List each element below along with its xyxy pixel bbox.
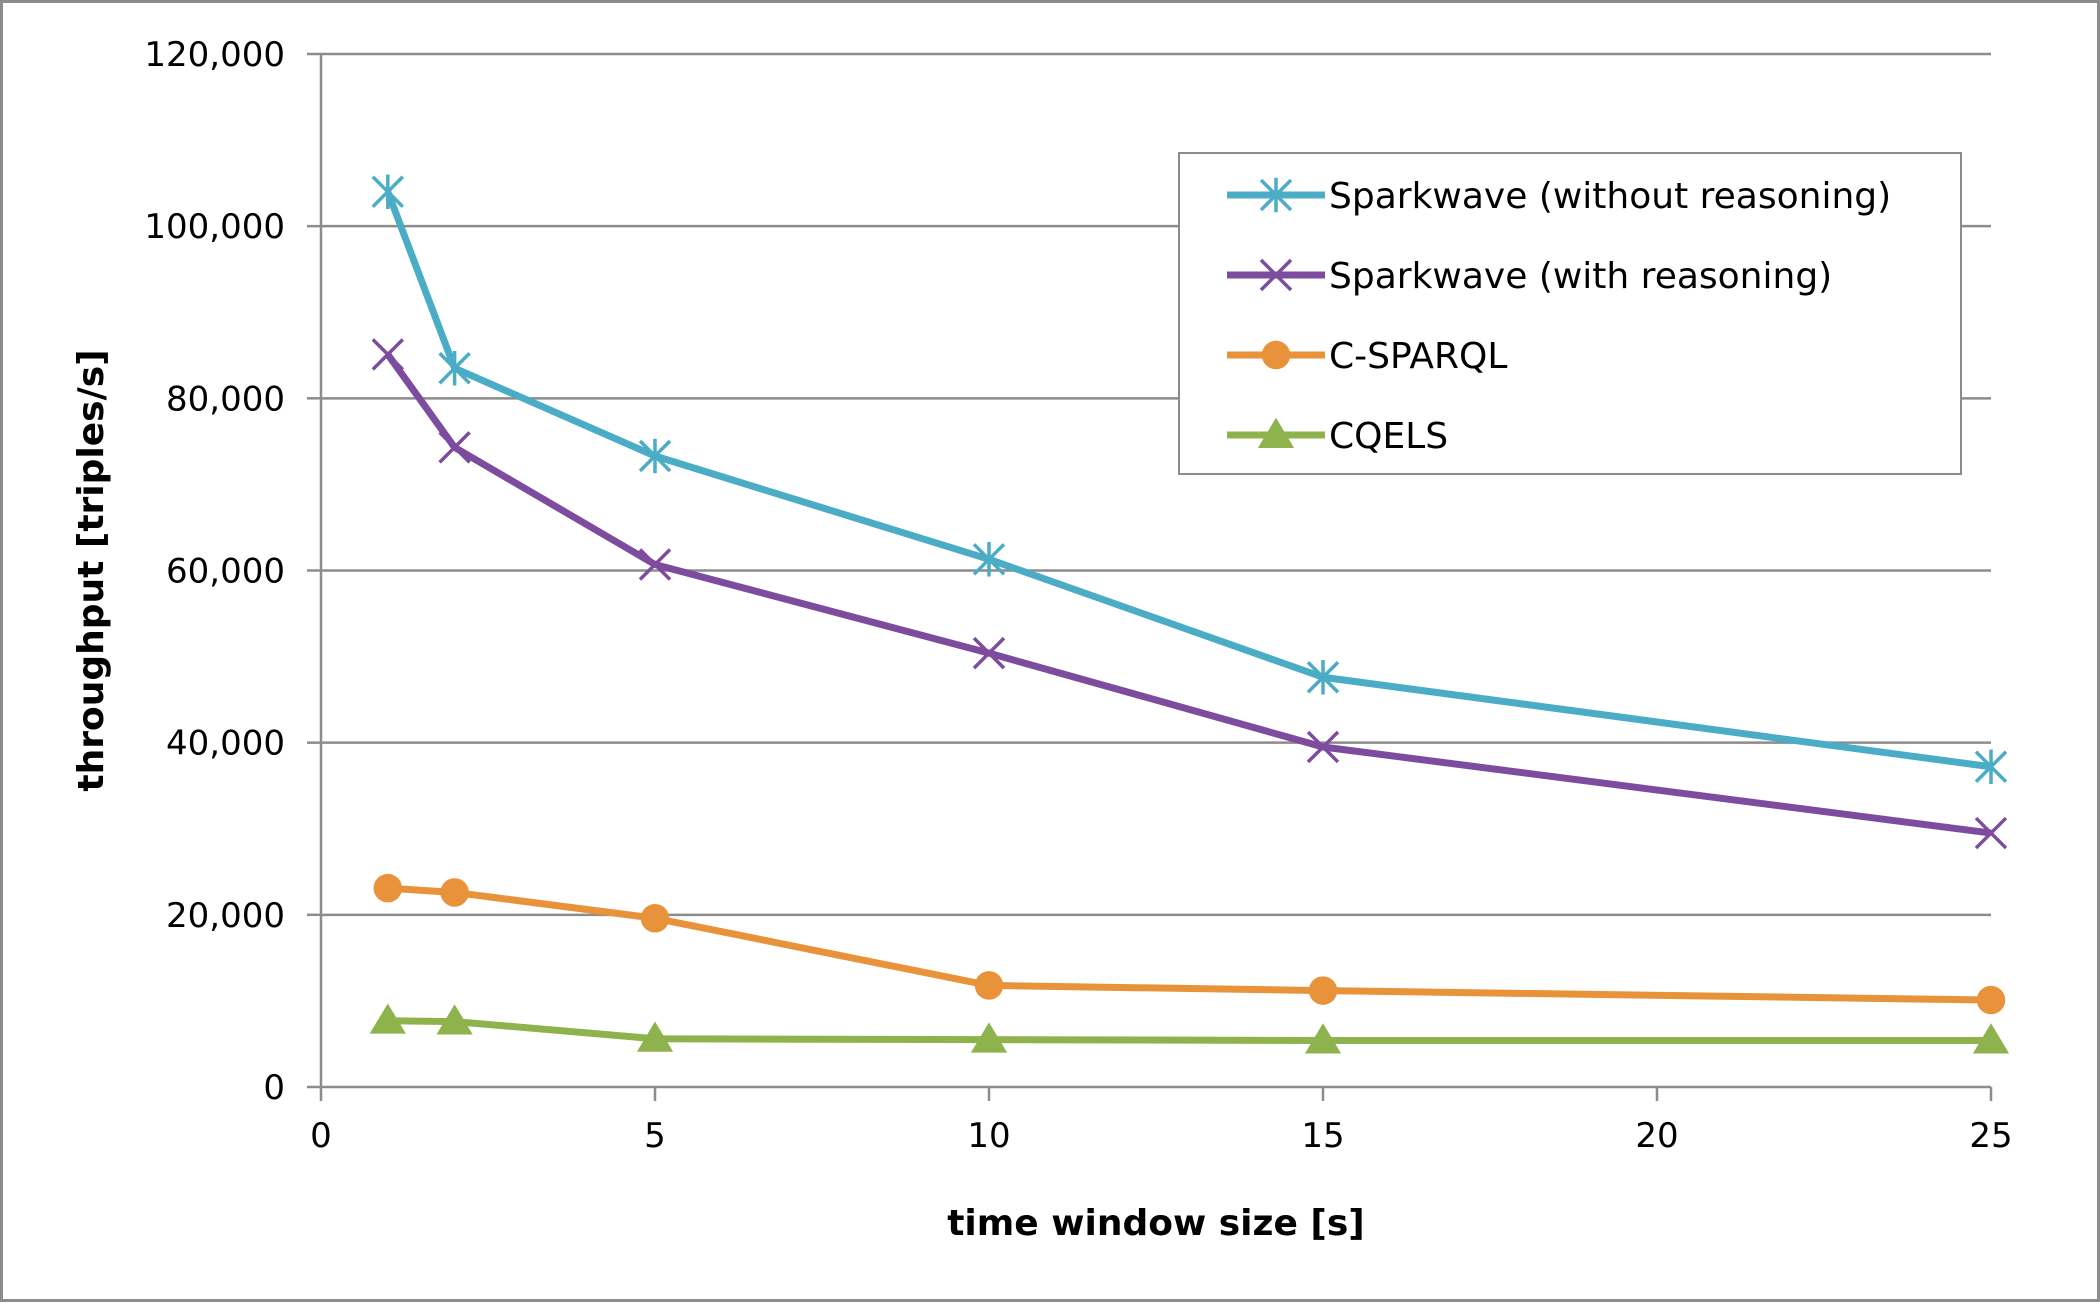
data-point-asterisk — [1306, 659, 1340, 695]
data-point-x — [1259, 258, 1293, 292]
data-point-triangle — [369, 1003, 406, 1034]
series-line — [384, 190, 1992, 771]
data-point-triangle — [436, 1004, 473, 1035]
data-point-asterisk — [438, 350, 471, 386]
series-circle — [373, 873, 2006, 1015]
data-point-asterisk — [371, 174, 405, 209]
x-tick-label: 20 — [1635, 1116, 1678, 1156]
y-tick-label: 20,000 — [166, 896, 285, 936]
series-line — [387, 884, 1992, 1004]
data-point-circle — [1976, 985, 2006, 1015]
series-line — [384, 352, 1992, 837]
legend-label: C-SPARQL — [1329, 336, 1507, 377]
x-tick-label: 10 — [967, 1116, 1010, 1156]
data-point-circle — [440, 878, 469, 907]
y-tick-label: 100,000 — [144, 207, 285, 247]
data-point-asterisk — [638, 438, 672, 474]
data-point-x — [638, 548, 672, 581]
series-triangle — [369, 1003, 2010, 1054]
data-point-x — [371, 338, 405, 371]
gridlines — [321, 52, 1991, 917]
y-axis-title: throughput [triples/s] — [71, 349, 112, 791]
y-tick-label: 40,000 — [166, 724, 285, 764]
x-tick-label: 5 — [644, 1116, 666, 1156]
data-point-triangle — [1972, 1023, 2010, 1054]
data-point-circle — [1308, 976, 1338, 1005]
series-x — [371, 338, 2008, 850]
data-point-asterisk — [1974, 749, 2008, 785]
line-chart: 0 20,000 40,000 60,000 80,000 100,000 120,000 0… — [71, 35, 2013, 1244]
axes — [307, 52, 1993, 1101]
legend-label: CQELS — [1329, 416, 1448, 457]
data-point-x — [972, 636, 1006, 670]
legend-label: Sparkwave (with reasoning) — [1329, 256, 1832, 297]
x-tick-label: 0 — [310, 1116, 332, 1156]
legend: Sparkwave (without reasoning) Sparkwave (… — [1178, 152, 1962, 475]
legend-entry: Sparkwave (with reasoning) — [1227, 256, 1832, 297]
tick-labels: 0 20,000 40,000 60,000 80,000 100,000 120,000 0… — [144, 35, 2012, 1156]
data-point-x — [438, 431, 471, 464]
legend-box — [1178, 152, 1962, 475]
x-tick-label: 15 — [1301, 1116, 1344, 1156]
y-tick-label: 120,000 — [144, 35, 285, 75]
data-point-circle — [640, 904, 670, 933]
y-tick-label: 60,000 — [166, 552, 285, 592]
data-point-triangle — [1304, 1023, 1342, 1054]
data-point-circle — [373, 873, 403, 903]
y-tick-label: 0 — [263, 1068, 285, 1108]
data-point-circle — [974, 971, 1004, 1000]
data-point-x — [1974, 816, 2008, 850]
series-asterisk — [371, 174, 2008, 785]
x-axis-title: time window size [s] — [947, 1203, 1365, 1244]
x-tick-label: 25 — [1969, 1116, 2012, 1156]
data-point-triangle — [636, 1021, 674, 1052]
series-line — [387, 1017, 1991, 1045]
data-point-triangle — [1257, 417, 1295, 448]
y-tick-label: 80,000 — [166, 379, 285, 419]
legend-entry: C-SPARQL — [1227, 336, 1507, 377]
legend-label: Sparkwave (without reasoning) — [1329, 176, 1891, 217]
data-point-asterisk — [1259, 177, 1293, 213]
data-point-asterisk — [972, 542, 1006, 577]
data-point-x — [1306, 730, 1340, 764]
data-point-triangle — [970, 1022, 1008, 1053]
series-layer — [369, 174, 2010, 1054]
data-point-circle — [1261, 340, 1291, 370]
legend-entry: Sparkwave (without reasoning) — [1227, 176, 1891, 217]
legend-entry: CQELS — [1227, 416, 1448, 457]
